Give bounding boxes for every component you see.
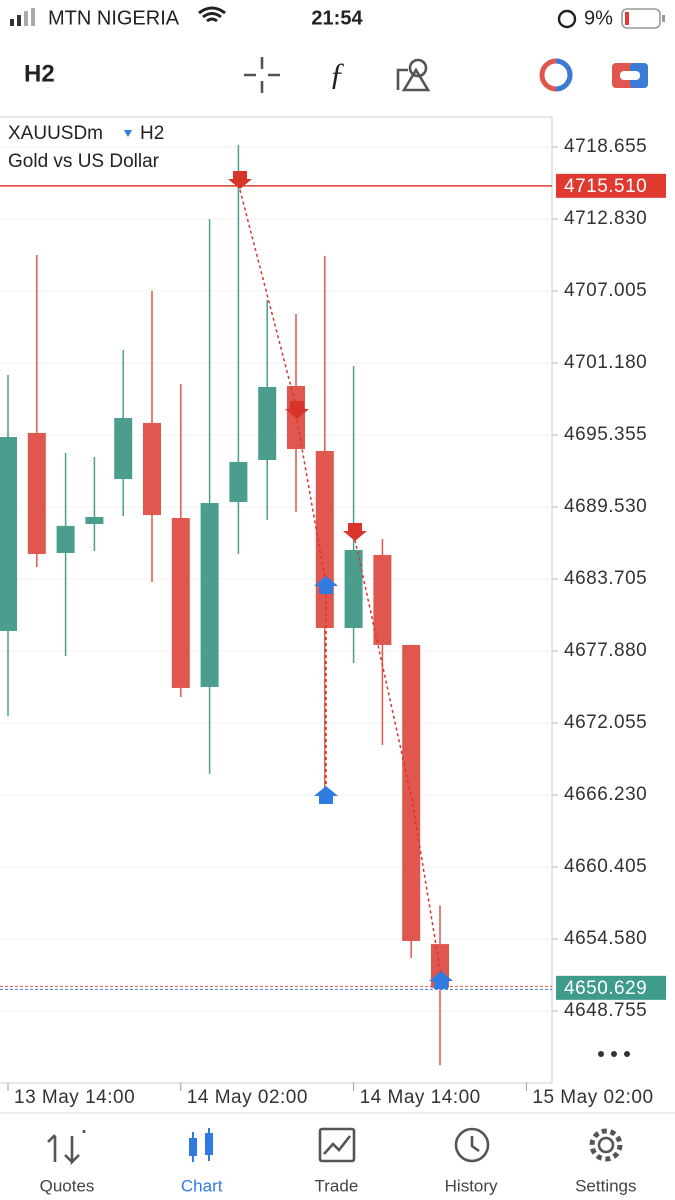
account-button[interactable] [612, 63, 648, 88]
x-tick-label: 13 May 14:00 [14, 1087, 135, 1108]
y-tick-label: 4695.355 [564, 424, 647, 445]
candle-body [171, 517, 190, 688]
candle-body [344, 550, 363, 628]
y-tick-label: 4707.005 [564, 280, 647, 301]
x-tick-label: 14 May 14:00 [360, 1087, 481, 1108]
candle-body [258, 386, 277, 461]
nav-label[interactable]: Trade [315, 1176, 359, 1195]
y-tick-label: 4677.880 [564, 640, 647, 661]
y-tick-label: 4654.580 [564, 928, 647, 949]
candle-body [200, 503, 219, 687]
y-tick-label: 4701.180 [564, 352, 647, 373]
y-tick-label: 4672.055 [564, 712, 647, 733]
status-bar: MTN NIGERIA 21:54 9% [10, 6, 665, 29]
more-button[interactable] [598, 1051, 630, 1057]
candle-body [27, 432, 46, 554]
candle-body [143, 422, 161, 516]
nav-label[interactable]: History [445, 1176, 498, 1195]
chart-timeframe: H2 [140, 123, 164, 144]
carrier: MTN NIGERIA [48, 7, 180, 29]
price-tag [556, 173, 666, 198]
candle-body [229, 461, 248, 503]
price-tag-label: 4715.510 [564, 176, 647, 197]
candle-body [85, 516, 104, 525]
candle-body [56, 525, 75, 553]
symbol-description: Gold vs US Dollar [8, 151, 160, 172]
nav-label[interactable]: Chart [181, 1176, 223, 1195]
y-tick-label: 4660.405 [564, 856, 647, 877]
y-tick-label: 4712.830 [564, 208, 647, 229]
toolbar: H2 ƒ [24, 55, 648, 93]
chart: 4718.655 4712.830 4707.005 4701.180 4695.355… [0, 116, 666, 1108]
candle-body [0, 437, 17, 631]
bottom-nav: Quotes Chart Trade History Settings [0, 1112, 675, 1195]
price-tag-label: 4650.629 [564, 978, 647, 999]
trade-button[interactable] [539, 58, 573, 92]
y-tick-label: 4689.530 [564, 496, 647, 517]
candle-body [114, 417, 133, 480]
x-tick-label: 15 May 02:00 [532, 1087, 653, 1108]
nav-label[interactable]: Quotes [40, 1176, 95, 1195]
clock: 21:54 [311, 7, 363, 29]
battery-level: 9% [584, 7, 613, 29]
y-tick-label: 4683.705 [564, 568, 647, 589]
price-tag [556, 975, 666, 1000]
trade-markers [228, 171, 453, 989]
candle-body [373, 554, 392, 645]
nav-label[interactable]: Settings [575, 1176, 636, 1195]
x-tick-label: 14 May 02:00 [187, 1087, 308, 1108]
chart-header: XAUUSDm H2 Gold vs US Dollar [8, 123, 164, 172]
indicator-button[interactable]: ƒ [329, 55, 345, 91]
crosshair-button[interactable] [244, 57, 280, 93]
y-tick-label: 4718.655 [564, 136, 647, 157]
y-tick-label: 4666.230 [564, 784, 647, 805]
y-tick-label: 4648.755 [564, 1000, 647, 1021]
objects-button[interactable] [396, 58, 431, 92]
symbol[interactable]: XAUUSDm [8, 123, 103, 144]
timeframe-button[interactable]: H2 [24, 60, 55, 87]
